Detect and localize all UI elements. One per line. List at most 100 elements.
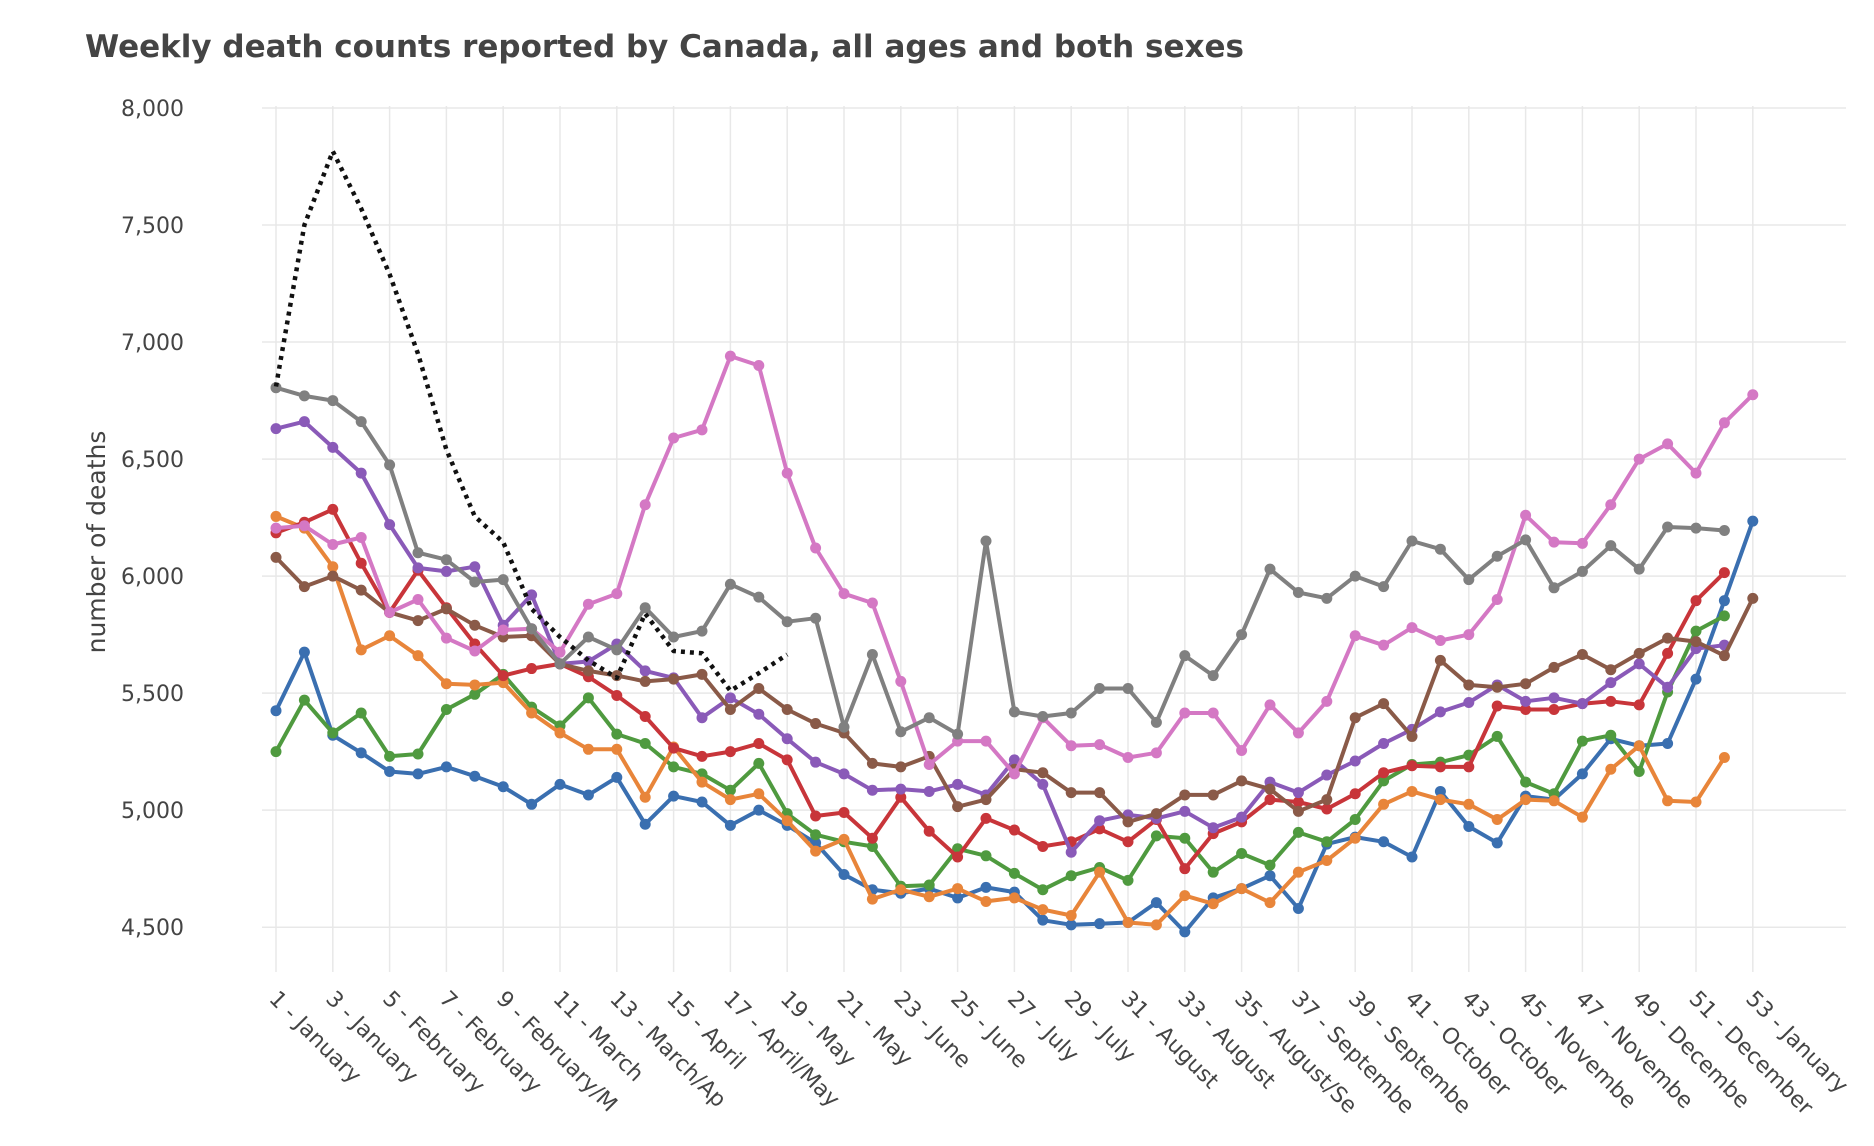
- data-point: [1548, 704, 1560, 716]
- data-point: [724, 819, 736, 831]
- data-point: [980, 850, 992, 862]
- data-point: [1548, 536, 1560, 548]
- data-point: [1292, 586, 1304, 598]
- data-point: [412, 615, 424, 627]
- data-point: [1150, 716, 1162, 728]
- data-point: [1037, 711, 1049, 723]
- data-point: [469, 645, 481, 657]
- data-point: [1008, 824, 1020, 836]
- series-8: [270, 382, 1730, 740]
- series-line: [274, 419, 1727, 855]
- data-point: [1633, 699, 1645, 711]
- data-point: [1349, 755, 1361, 767]
- data-point: [355, 467, 367, 479]
- data-point: [952, 883, 964, 895]
- y-tick-label: 7,500: [121, 214, 184, 239]
- data-point: [1434, 634, 1446, 646]
- data-point: [1122, 816, 1134, 828]
- data-point: [611, 728, 623, 740]
- data-point: [1718, 417, 1730, 429]
- data-point: [1321, 854, 1333, 866]
- data-point: [355, 416, 367, 428]
- data-point: [1690, 636, 1702, 648]
- data-point: [355, 531, 367, 543]
- data-point: [1463, 574, 1475, 586]
- data-point: [554, 658, 566, 670]
- data-point: [1150, 897, 1162, 909]
- data-point: [866, 757, 878, 769]
- data-point: [639, 818, 651, 830]
- data-point: [753, 804, 765, 816]
- data-point: [1094, 787, 1106, 799]
- data-point: [384, 606, 396, 618]
- data-point: [696, 424, 708, 436]
- series-lines: [270, 149, 1759, 938]
- data-point: [298, 694, 310, 706]
- series-9: [273, 149, 789, 694]
- y-tick-label: 8,000: [121, 97, 184, 122]
- data-point: [1008, 867, 1020, 879]
- data-point: [1207, 670, 1219, 682]
- data-point: [838, 768, 850, 780]
- data-point: [1179, 832, 1191, 844]
- data-point: [1690, 595, 1702, 607]
- data-point: [412, 594, 424, 606]
- data-point: [270, 746, 282, 758]
- data-point: [1718, 595, 1730, 607]
- data-point: [384, 459, 396, 471]
- y-axis-title: number of deaths: [82, 431, 111, 654]
- data-point: [327, 727, 339, 739]
- data-point: [1094, 739, 1106, 751]
- data-point: [1406, 535, 1418, 547]
- data-point: [1292, 866, 1304, 878]
- data-point: [1548, 795, 1560, 807]
- data-point: [1236, 744, 1248, 756]
- data-point: [1264, 897, 1276, 909]
- data-point: [1236, 775, 1248, 787]
- data-point: [582, 789, 594, 801]
- y-tick-label: 6,500: [121, 448, 184, 473]
- data-point: [270, 705, 282, 717]
- data-point: [724, 784, 736, 796]
- data-point: [1150, 919, 1162, 931]
- data-point: [980, 895, 992, 907]
- data-point: [838, 807, 850, 819]
- data-point: [412, 768, 424, 780]
- data-point: [1548, 582, 1560, 594]
- data-point: [355, 557, 367, 569]
- data-point: [1122, 682, 1134, 694]
- data-point: [384, 519, 396, 531]
- data-point: [1520, 509, 1532, 521]
- data-point: [497, 624, 509, 636]
- data-point: [639, 675, 651, 687]
- data-point: [781, 733, 793, 745]
- data-point: [1292, 727, 1304, 739]
- data-point: [810, 810, 822, 822]
- data-point: [1094, 815, 1106, 827]
- data-point: [980, 812, 992, 824]
- data-point: [1179, 805, 1191, 817]
- data-point: [1463, 761, 1475, 773]
- data-point: [923, 891, 935, 903]
- data-point: [724, 746, 736, 758]
- data-point: [753, 708, 765, 720]
- data-point: [1378, 698, 1390, 710]
- data-point: [923, 712, 935, 724]
- data-point: [1690, 625, 1702, 637]
- data-point: [1321, 769, 1333, 781]
- data-point: [327, 561, 339, 573]
- data-point: [1207, 707, 1219, 719]
- data-point: [1349, 832, 1361, 844]
- data-point: [1122, 836, 1134, 848]
- data-point: [1662, 737, 1674, 749]
- data-point: [810, 845, 822, 857]
- data-point: [440, 761, 452, 773]
- data-point: [1321, 836, 1333, 848]
- data-point: [1122, 917, 1134, 929]
- data-point: [1179, 650, 1191, 662]
- data-point: [1179, 890, 1191, 902]
- data-point: [412, 748, 424, 760]
- data-point: [1207, 898, 1219, 910]
- data-point: [1434, 654, 1446, 666]
- y-tick-label: 5,000: [121, 799, 184, 824]
